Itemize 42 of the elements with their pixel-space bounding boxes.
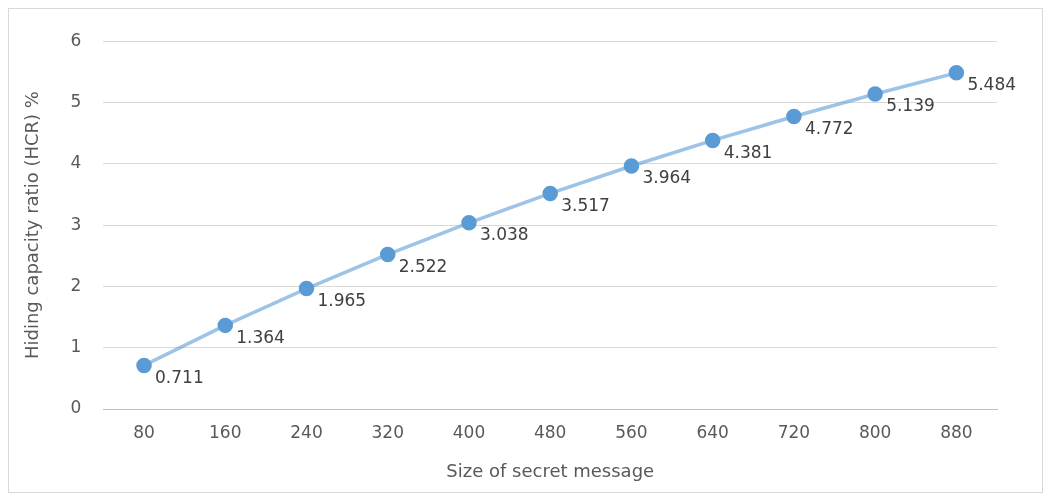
x-tick-label: 400 — [452, 421, 486, 442]
y-tick-label: 3 — [70, 213, 82, 234]
point — [704, 132, 721, 149]
data-label: 3.964 — [642, 167, 692, 188]
data-label: 1.965 — [317, 289, 367, 310]
point — [623, 158, 640, 174]
data-label: 2.522 — [398, 255, 448, 276]
point — [542, 185, 558, 202]
x-tick-label: 640 — [696, 421, 729, 442]
x-tick-label: 720 — [777, 421, 811, 442]
point — [298, 280, 315, 297]
data-label: 0.711 — [155, 366, 204, 387]
point — [136, 357, 152, 374]
x-tick-label: 320 — [371, 421, 404, 442]
y-tick-label: 0 — [70, 397, 82, 418]
y-tick-label: 1 — [70, 336, 82, 357]
y-axis-title: Hiding capacity ratio (HCR) % — [21, 91, 43, 360]
x-tick-label: 560 — [615, 421, 648, 442]
x-axis-title: Size of secret message — [446, 459, 655, 481]
x-tick-label: 240 — [290, 421, 323, 442]
x-tick-label: 160 — [209, 421, 242, 442]
data-label: 3.517 — [561, 194, 610, 215]
data-label: 4.772 — [804, 117, 854, 138]
point — [867, 86, 883, 102]
x-tick-label: 800 — [858, 421, 892, 442]
point — [379, 246, 396, 263]
x-tick-label: 80 — [133, 421, 155, 442]
point — [461, 215, 477, 231]
point — [948, 65, 965, 81]
data-label: 1.364 — [236, 326, 285, 347]
y-tick-label: 5 — [70, 90, 82, 111]
x-tick-label: 480 — [533, 421, 567, 442]
point — [217, 317, 234, 334]
point — [786, 108, 802, 125]
data-label: 3.038 — [479, 224, 529, 245]
y-tick-label: 4 — [70, 152, 82, 173]
data-label: 5.139 — [886, 95, 935, 116]
y-tick-label: 6 — [70, 29, 82, 50]
data-label: 4.381 — [723, 141, 773, 162]
data-label: 5.484 — [967, 74, 1017, 95]
y-tick-label: 2 — [70, 274, 82, 295]
x-tick-label: 880 — [940, 421, 973, 442]
